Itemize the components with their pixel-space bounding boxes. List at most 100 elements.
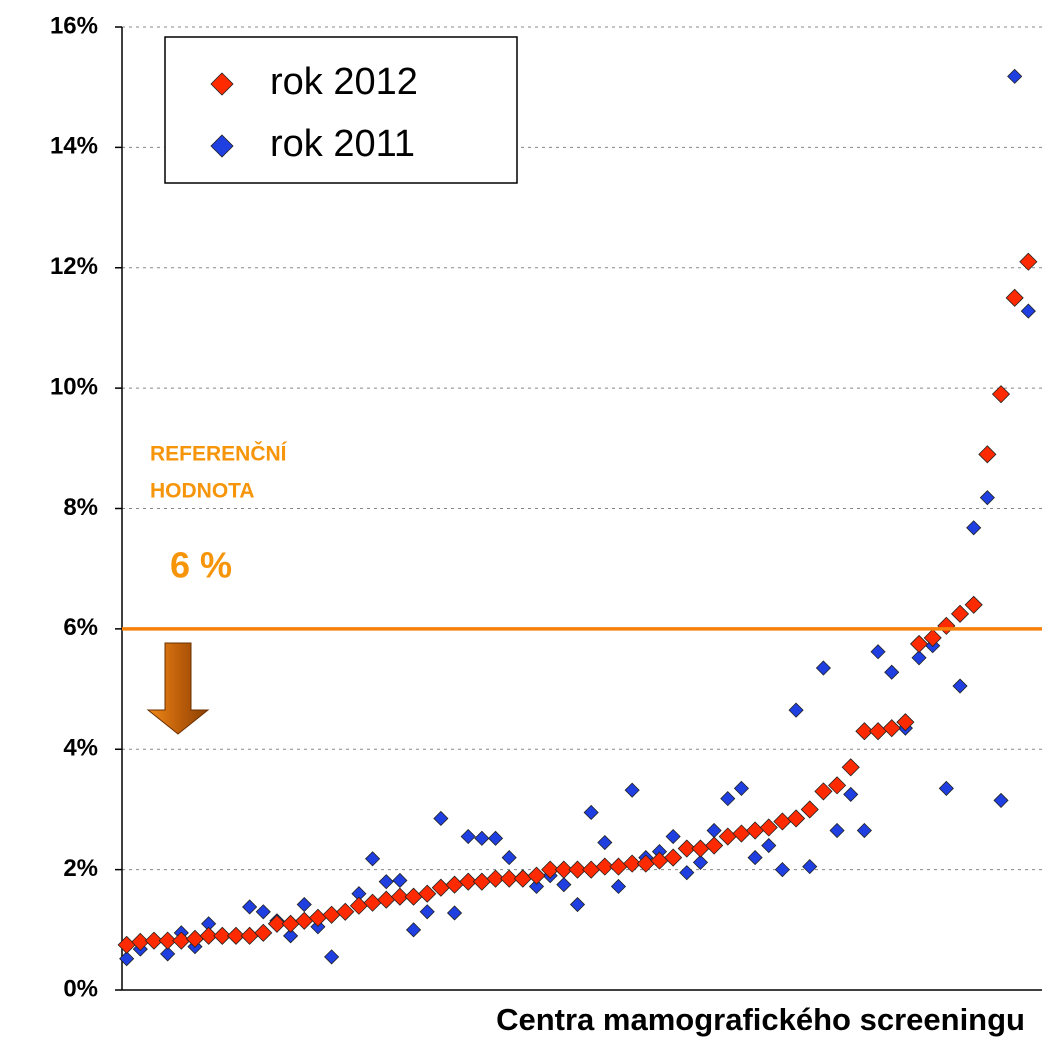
- data-point: [964, 595, 983, 614]
- data-point: [405, 922, 422, 938]
- data-point: [378, 874, 394, 890]
- annotation: HODNOTA: [150, 480, 255, 503]
- y-tick-label: 6%: [63, 614, 98, 641]
- y-tick-label: 12%: [50, 253, 98, 280]
- data-point: [144, 931, 164, 950]
- data-point: [267, 914, 287, 933]
- data-point: [623, 854, 642, 873]
- data-point: [882, 719, 901, 738]
- data-point: [158, 931, 177, 950]
- data-point: [759, 818, 778, 837]
- data-point: [1020, 303, 1036, 319]
- data-point: [884, 664, 900, 680]
- data-point: [583, 804, 599, 821]
- data-point: [815, 660, 831, 676]
- data-point: [938, 780, 954, 796]
- y-tick-label: 0%: [63, 975, 98, 1002]
- data-point: [199, 926, 218, 945]
- data-point: [242, 899, 258, 915]
- data-point: [952, 678, 968, 694]
- data-point: [870, 644, 886, 660]
- data-point: [568, 860, 587, 879]
- annotation: 6 %: [170, 545, 232, 586]
- data-point: [160, 946, 176, 962]
- arrow: [146, 642, 210, 735]
- data-point: [392, 872, 408, 889]
- data-point: [460, 828, 476, 845]
- data-point: [500, 869, 519, 888]
- data-point: [732, 824, 751, 843]
- data-point: [950, 604, 970, 623]
- data-point: [527, 866, 546, 885]
- data-point: [610, 878, 627, 895]
- data-point: [841, 758, 860, 777]
- data-point: [774, 862, 790, 878]
- data-point: [541, 860, 560, 879]
- data-point: [609, 857, 628, 876]
- legend-marker: [210, 134, 234, 158]
- data-point: [472, 872, 491, 891]
- data-point: [896, 713, 915, 732]
- data-point: [474, 830, 490, 846]
- data-point: [336, 902, 355, 921]
- data-point: [787, 809, 806, 828]
- data-point: [843, 786, 859, 802]
- data-point: [597, 834, 613, 851]
- data-point: [419, 904, 435, 920]
- data-point: [692, 854, 709, 870]
- data-point: [868, 722, 888, 741]
- data-point: [829, 822, 845, 839]
- data-point: [1007, 68, 1023, 84]
- data-point: [433, 810, 449, 827]
- data-point: [296, 896, 312, 913]
- data-point: [324, 949, 340, 965]
- data-point: [664, 848, 683, 867]
- data-point: [909, 634, 929, 653]
- data-point: [226, 926, 246, 945]
- data-point: [117, 935, 136, 954]
- data-point: [418, 884, 437, 903]
- data-point: [404, 887, 423, 906]
- data-point: [991, 385, 1011, 404]
- annotation: REFERENČNÍ: [150, 442, 288, 466]
- data-point: [554, 860, 573, 879]
- legend-label: rok 2011: [270, 123, 415, 165]
- data-point: [733, 780, 750, 796]
- data-point: [283, 928, 299, 944]
- data-point: [185, 929, 205, 948]
- data-point: [365, 851, 381, 867]
- data-point: [937, 616, 956, 635]
- data-point: [377, 890, 396, 909]
- data-point: [788, 702, 804, 718]
- data-point: [295, 911, 314, 930]
- data-point: [979, 490, 995, 506]
- data-point: [993, 792, 1009, 808]
- data-point: [650, 851, 669, 870]
- data-point: [131, 932, 150, 951]
- data-point: [513, 869, 532, 888]
- data-point: [802, 859, 818, 875]
- data-point: [487, 830, 504, 846]
- data-point: [1019, 252, 1038, 271]
- data-point: [856, 822, 872, 839]
- data-point: [718, 827, 737, 846]
- data-point: [828, 776, 847, 795]
- data-point: [814, 782, 833, 801]
- data-point: [569, 896, 586, 913]
- data-point: [556, 877, 572, 893]
- data-point: [255, 904, 271, 920]
- data-point: [240, 926, 259, 945]
- legend: [164, 36, 518, 184]
- data-point: [746, 821, 765, 840]
- data-point: [501, 850, 517, 866]
- data-point: [486, 869, 505, 888]
- y-tick-label: 8%: [63, 494, 98, 521]
- data-point: [1005, 288, 1024, 307]
- data-point: [213, 926, 232, 945]
- legend-label: rok 2012: [270, 61, 418, 103]
- data-point: [363, 893, 382, 912]
- legend-marker: [210, 72, 234, 96]
- data-point: [761, 837, 777, 854]
